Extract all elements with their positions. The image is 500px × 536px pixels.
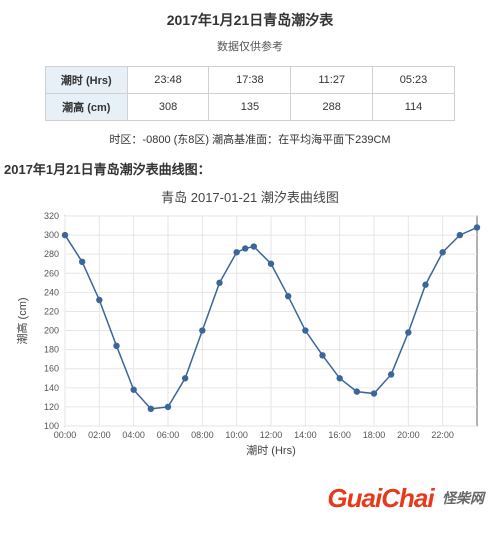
table-cell: 17:38 <box>209 67 291 94</box>
section-title: 2017年1月21日青岛潮汐表曲线图： <box>4 159 500 178</box>
svg-text:240: 240 <box>44 287 59 297</box>
watermark: GuaiChai 怪柴网 <box>327 483 484 514</box>
table-cell: 114 <box>373 94 455 121</box>
svg-text:300: 300 <box>44 230 59 240</box>
svg-text:160: 160 <box>44 364 59 374</box>
table-cell: 135 <box>209 94 291 121</box>
watermark-en: GuaiChai <box>327 483 433 513</box>
svg-text:14:00: 14:00 <box>294 430 317 440</box>
svg-text:200: 200 <box>44 326 59 336</box>
row-head-height: 潮高 (cm) <box>46 94 128 121</box>
table-cell: 05:23 <box>373 67 455 94</box>
subtitle: 数据仅供参考 <box>0 38 500 54</box>
svg-text:22:00: 22:00 <box>431 430 454 440</box>
svg-text:青岛 2017-01-21 潮汐表曲线图: 青岛 2017-01-21 潮汐表曲线图 <box>161 190 339 205</box>
tide-chart: 10012014016018020022024026028030032000:0… <box>10 184 490 464</box>
table-row: 潮高 (cm) 308 135 288 114 <box>46 94 455 121</box>
svg-text:18:00: 18:00 <box>363 430 386 440</box>
timezone-note: 时区：-0800 (东8区) 潮高基准面：在平均海平面下239CM <box>0 131 500 147</box>
svg-text:10:00: 10:00 <box>225 430 248 440</box>
svg-text:16:00: 16:00 <box>328 430 351 440</box>
table-cell: 23:48 <box>127 67 209 94</box>
svg-text:280: 280 <box>44 249 59 259</box>
svg-text:潮时 (Hrs): 潮时 (Hrs) <box>246 443 296 457</box>
svg-text:04:00: 04:00 <box>122 430 145 440</box>
svg-text:00:00: 00:00 <box>54 430 77 440</box>
svg-text:140: 140 <box>44 383 59 393</box>
watermark-cn: 怪柴网 <box>442 490 484 506</box>
tide-table: 潮时 (Hrs) 23:48 17:38 11:27 05:23 潮高 (cm)… <box>45 66 455 121</box>
svg-text:06:00: 06:00 <box>157 430 180 440</box>
table-cell: 11:27 <box>291 67 373 94</box>
svg-text:120: 120 <box>44 402 59 412</box>
table-cell: 308 <box>127 94 209 121</box>
svg-text:180: 180 <box>44 345 59 355</box>
table-row: 潮时 (Hrs) 23:48 17:38 11:27 05:23 <box>46 67 455 94</box>
svg-text:260: 260 <box>44 268 59 278</box>
svg-text:潮高 (cm): 潮高 (cm) <box>15 297 29 344</box>
table-cell: 288 <box>291 94 373 121</box>
svg-text:320: 320 <box>44 211 59 221</box>
svg-text:02:00: 02:00 <box>88 430 111 440</box>
row-head-time: 潮时 (Hrs) <box>46 67 128 94</box>
svg-text:12:00: 12:00 <box>260 430 283 440</box>
svg-text:220: 220 <box>44 306 59 316</box>
page-title: 2017年1月21日青岛潮汐表 <box>0 10 500 30</box>
svg-text:08:00: 08:00 <box>191 430 214 440</box>
svg-text:20:00: 20:00 <box>397 430 420 440</box>
